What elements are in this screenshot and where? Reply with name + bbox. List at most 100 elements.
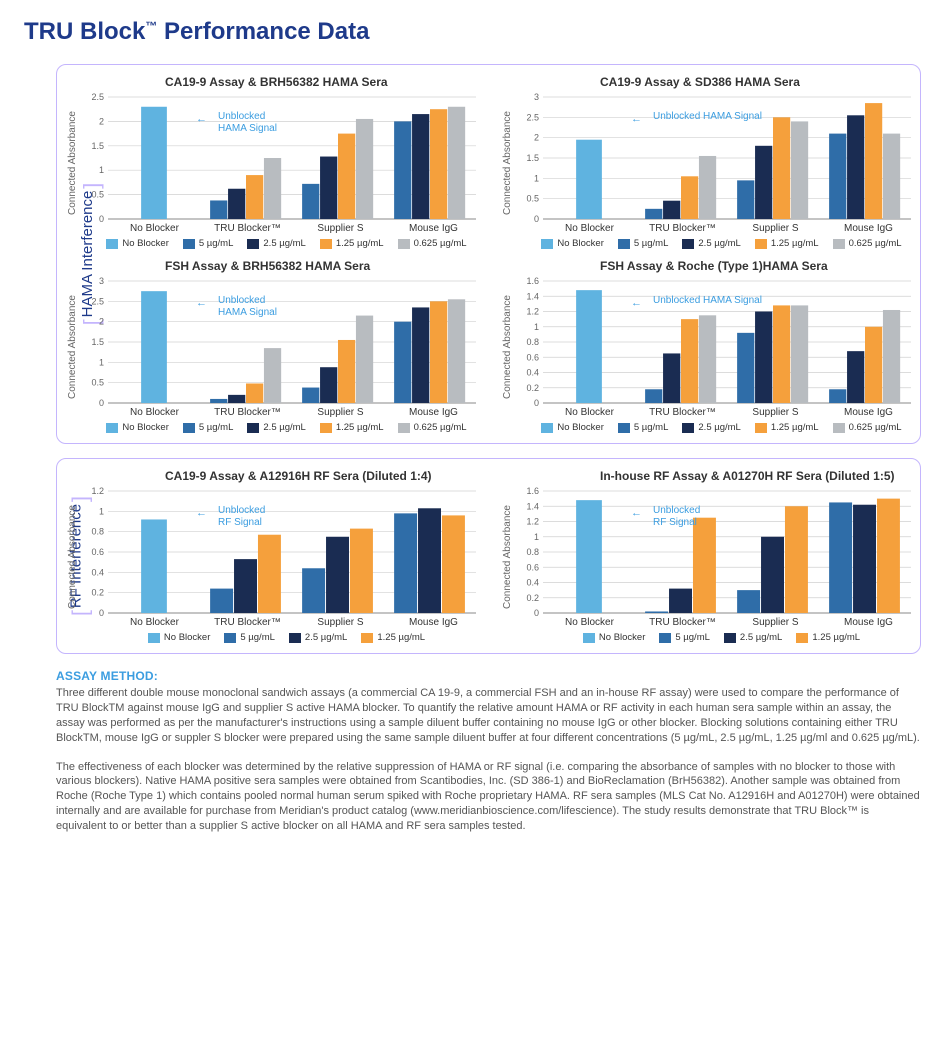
legend-c125: 1.25 µg/mL	[796, 632, 860, 643]
bar-c25	[761, 537, 784, 613]
ytick-label: 2	[99, 116, 104, 126]
ytick-label: 0.8	[526, 547, 539, 557]
ytick-label: 0.6	[91, 547, 104, 557]
bar-c25	[412, 114, 429, 219]
ytick-label: 0.4	[526, 368, 539, 378]
chart-title: CA19-9 Assay & SD386 HAMA Sera	[500, 75, 915, 89]
ytick-label: 1.5	[526, 153, 539, 163]
yaxis-label: Connected Absorbance	[500, 277, 515, 418]
bar-c5	[394, 322, 411, 403]
xaxis-categories: No BlockerTRU Blocker™Supplier SMouse Ig…	[543, 223, 915, 234]
bar-c5	[302, 388, 319, 403]
xcategory-label: No Blocker	[108, 407, 201, 418]
arrow-left-icon: ←	[196, 507, 207, 520]
legend-c0625: 0.625 µg/mL	[398, 238, 467, 249]
ytick-label: 0.6	[526, 562, 539, 572]
page-title-main: TRU Block	[24, 18, 145, 45]
annotation-text: ←UnblockedHAMA Signal	[218, 295, 277, 319]
legend-c25: 2.5 µg/mL	[682, 238, 740, 249]
ytick-label: 1.5	[91, 141, 104, 151]
annotation-text: ←UnblockedRF Signal	[218, 505, 265, 529]
ytick-label: 0.8	[91, 527, 104, 537]
xcategory-label: No Blocker	[543, 617, 636, 628]
xaxis-categories: No BlockerTRU Blocker™Supplier SMouse Ig…	[108, 407, 480, 418]
legend-c125: 1.25 µg/mL	[320, 422, 384, 433]
xcategory-label: No Blocker	[543, 407, 636, 418]
chart-legend: No Blocker5 µg/mL2.5 µg/mL1.25 µg/mL	[528, 632, 915, 643]
legend-c25: 2.5 µg/mL	[247, 238, 305, 249]
bar-c5	[645, 389, 662, 403]
chart-title: CA19-9 Assay & BRH56382 HAMA Sera	[65, 75, 480, 89]
hama-panel: CA19-9 Assay & BRH56382 HAMA Sera Connec…	[56, 64, 921, 444]
xcategory-label: Mouse IgG	[387, 223, 480, 234]
bar-c0625	[883, 134, 900, 219]
bar-c5	[645, 209, 662, 219]
annotation-text: ←Unblocked HAMA Signal	[653, 111, 762, 123]
page-title-rest: Performance Data	[157, 18, 369, 45]
bar-no-blocker	[576, 140, 602, 219]
rf-section: RF Interference CA19-9 Assay & A12916H R…	[56, 458, 921, 654]
assay-method: ASSAY METHOD: Three different double mou…	[56, 668, 921, 834]
ytick-label: 0.2	[526, 383, 539, 393]
xcategory-label: Supplier S	[294, 223, 387, 234]
bar-c25	[412, 307, 429, 403]
ytick-label: 1.2	[91, 487, 104, 496]
ytick-label: 1.2	[526, 517, 539, 527]
xcategory-label: TRU Blocker™	[201, 223, 294, 234]
bar-c5	[210, 399, 227, 403]
ytick-label: 0	[534, 214, 539, 223]
bar-c125	[681, 319, 698, 403]
legend-c5: 5 µg/mL	[183, 422, 234, 433]
bar-c0625	[791, 305, 808, 403]
ytick-label: 3	[99, 277, 104, 286]
bar-c125	[877, 499, 900, 613]
bar-c0625	[883, 310, 900, 403]
ytick-label: 2.5	[526, 112, 539, 122]
ytick-label: 1	[534, 173, 539, 183]
bar-c125	[338, 340, 355, 403]
bar-c5	[394, 121, 411, 219]
chart-title: CA19-9 Assay & A12916H RF Sera (Diluted …	[65, 469, 480, 483]
chart-svg: 00.511.522.53	[80, 277, 480, 407]
bar-c125	[693, 518, 716, 613]
bar-c0625	[448, 299, 465, 403]
bar-c25	[847, 115, 864, 219]
bar-c0625	[791, 121, 808, 219]
ytick-label: 1	[99, 506, 104, 516]
legend-no-blocker: No Blocker	[148, 632, 210, 643]
ytick-label: 0.5	[91, 190, 104, 200]
legend-c125: 1.25 µg/mL	[320, 238, 384, 249]
xcategory-label: Supplier S	[729, 223, 822, 234]
bar-c25	[669, 589, 692, 613]
chart-hama-tl: CA19-9 Assay & BRH56382 HAMA Sera Connec…	[65, 75, 480, 249]
annotation-text: ←Unblocked HAMA Signal	[653, 295, 762, 307]
legend-c0625: 0.625 µg/mL	[833, 422, 902, 433]
bar-c125	[430, 301, 447, 403]
method-paragraph-2: The effectiveness of each blocker was de…	[56, 760, 921, 834]
ytick-label: 1.5	[91, 337, 104, 347]
xcategory-label: TRU Blocker™	[636, 617, 729, 628]
bar-c125	[338, 134, 355, 219]
bar-c5	[302, 568, 325, 613]
chart-svg: 00.20.40.60.811.21.41.6	[515, 487, 915, 617]
rf-panel: CA19-9 Assay & A12916H RF Sera (Diluted …	[56, 458, 921, 654]
bar-c5	[737, 590, 760, 613]
ytick-label: 1.4	[526, 291, 539, 301]
bar-c5	[737, 333, 754, 403]
ytick-label: 0	[534, 398, 539, 407]
ytick-label: 0.4	[91, 567, 104, 577]
bar-c5	[210, 200, 227, 219]
bar-c125	[773, 117, 790, 219]
ytick-label: 2.5	[91, 93, 104, 102]
ytick-label: 1	[534, 532, 539, 542]
method-paragraph-1: Three different double mouse monoclonal …	[56, 686, 921, 745]
chart-hama-br: FSH Assay & Roche (Type 1)HAMA Sera Conn…	[500, 259, 915, 433]
bar-c125	[865, 327, 882, 403]
chart-rf-l: CA19-9 Assay & A12916H RF Sera (Diluted …	[65, 469, 480, 643]
bar-c5	[210, 589, 233, 613]
arrow-left-icon: ←	[631, 113, 642, 126]
bar-c25	[847, 351, 864, 403]
ytick-label: 1.6	[526, 277, 539, 286]
yaxis-label: Connected Absorbance	[65, 277, 80, 418]
chart-svg: 00.20.40.60.811.2	[80, 487, 480, 617]
